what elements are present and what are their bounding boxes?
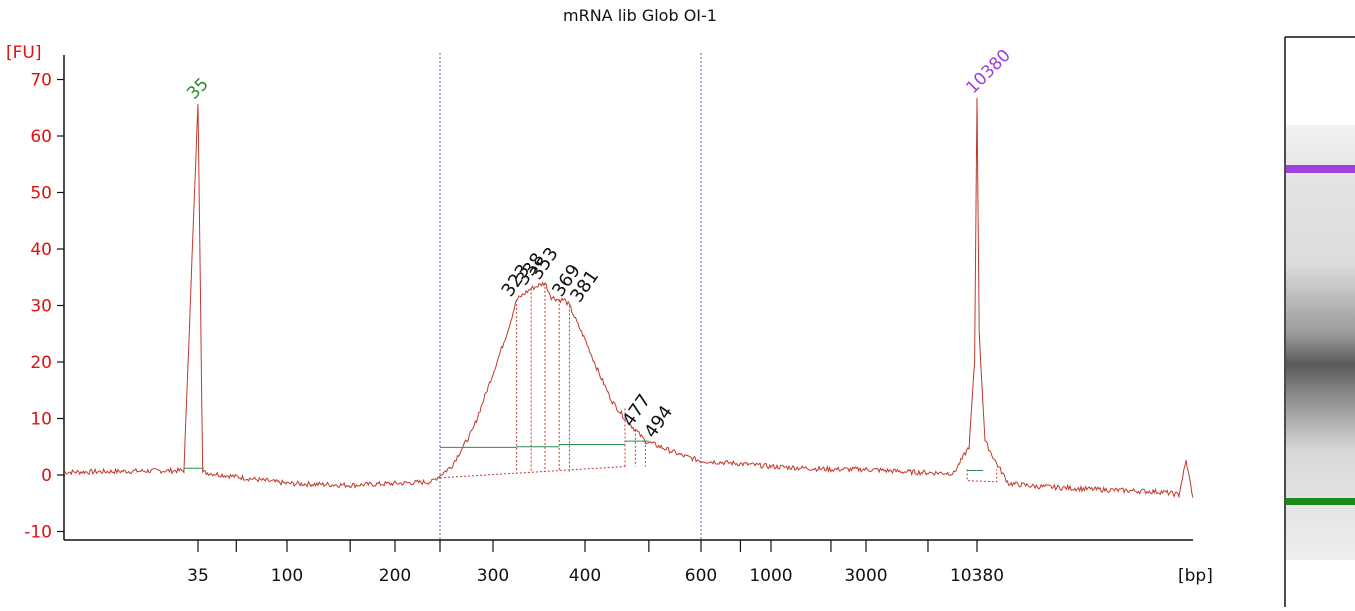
marker-integration bbox=[966, 469, 998, 483]
y-tick-label: 70 bbox=[30, 71, 52, 91]
x-tick-label: 600 bbox=[685, 566, 717, 586]
y-tick-label: 50 bbox=[30, 184, 52, 204]
y-tick-label: 20 bbox=[30, 353, 52, 373]
y-axis-unit-label: [FU] bbox=[6, 43, 42, 63]
x-tick-label: 400 bbox=[569, 566, 601, 586]
x-tick-label: 300 bbox=[477, 566, 509, 586]
gel-upper-marker-band bbox=[1286, 165, 1355, 173]
y-tick-label: -10 bbox=[24, 523, 52, 543]
gel-lane bbox=[1284, 36, 1355, 607]
x-tick-label: 3000 bbox=[844, 566, 887, 586]
y-tick-label: 0 bbox=[41, 466, 52, 486]
gel-lower-marker-band bbox=[1286, 498, 1355, 505]
signal-trace bbox=[63, 97, 1194, 499]
integration-baseline bbox=[439, 466, 626, 479]
y-tick-label: 60 bbox=[30, 127, 52, 147]
y-tick-label: 40 bbox=[30, 240, 52, 260]
x-axis-unit-label: [bp] bbox=[1178, 566, 1213, 586]
chart-title: mRNA lib Glob OI-1 bbox=[563, 6, 717, 25]
x-tick-label: 1000 bbox=[749, 566, 792, 586]
x-tick-label: 100 bbox=[271, 566, 303, 586]
x-tick-label: 35 bbox=[187, 566, 209, 586]
gel-lane-smear bbox=[1286, 125, 1355, 560]
y-tick-label: 10 bbox=[30, 410, 52, 430]
x-tick-label: 200 bbox=[379, 566, 411, 586]
y-tick-label: 30 bbox=[30, 297, 52, 317]
x-tick-label: 10380 bbox=[950, 566, 1004, 586]
